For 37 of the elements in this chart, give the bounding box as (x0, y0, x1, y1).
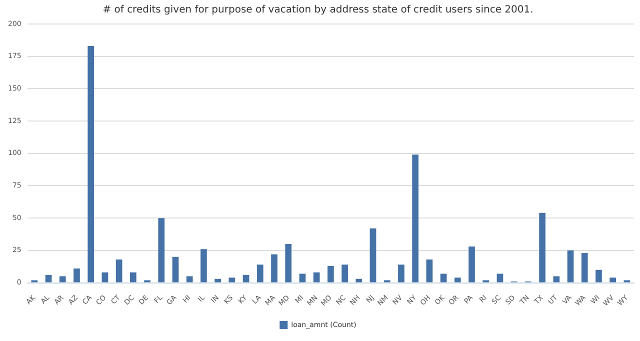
bar (116, 259, 122, 282)
bar (130, 272, 136, 282)
bar (328, 266, 334, 282)
bar (102, 272, 108, 282)
bar (271, 254, 278, 282)
bar (398, 264, 404, 282)
bar (596, 270, 602, 282)
bar (356, 278, 362, 282)
bar (454, 278, 461, 282)
bar (581, 253, 588, 282)
bar (45, 275, 52, 282)
bar (186, 276, 193, 282)
bar (496, 274, 504, 282)
chart-title: # of credits given for purpose of vacation by address state of credit users since 2001. (102, 4, 534, 16)
bar (59, 276, 66, 282)
bar (214, 278, 221, 282)
bar (313, 272, 320, 282)
bar (74, 268, 80, 282)
bar (172, 256, 179, 282)
bar (370, 228, 376, 282)
bar (426, 259, 433, 282)
bar (440, 274, 447, 282)
bar (158, 218, 165, 282)
bar (553, 276, 560, 282)
bar (567, 250, 574, 282)
bar (228, 278, 236, 282)
bar (539, 212, 546, 282)
bar (88, 46, 94, 282)
bar (412, 154, 418, 282)
bar (468, 246, 475, 282)
bar (285, 244, 292, 282)
bar (610, 278, 616, 282)
bar (200, 249, 207, 282)
bar (342, 264, 348, 282)
bar (299, 274, 306, 282)
bar (256, 264, 264, 282)
bar (242, 275, 250, 282)
